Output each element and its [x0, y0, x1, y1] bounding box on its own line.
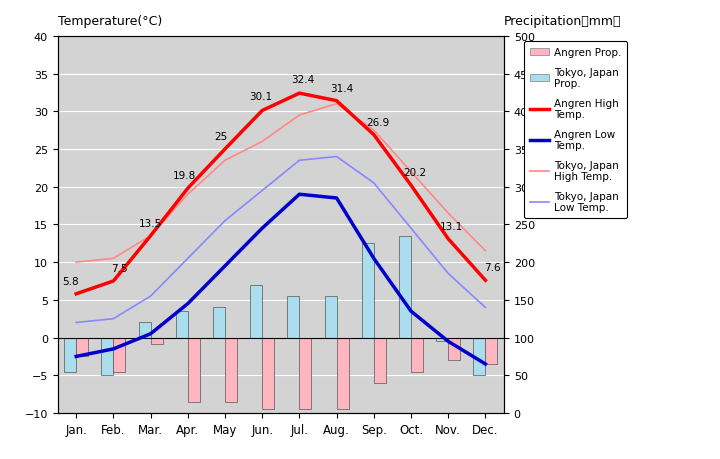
Bar	[76, 338, 88, 357]
Bar	[150, 338, 163, 344]
Text: 13.5: 13.5	[139, 218, 162, 229]
Bar	[213, 308, 225, 338]
Bar	[474, 338, 485, 375]
Bar	[411, 338, 423, 372]
Text: 7.5: 7.5	[111, 263, 127, 274]
Bar	[448, 338, 460, 360]
Bar	[188, 338, 199, 402]
Bar	[287, 297, 300, 338]
Bar	[102, 338, 113, 375]
Bar	[436, 338, 448, 341]
Text: 5.8: 5.8	[63, 276, 79, 286]
Bar	[300, 338, 311, 409]
Text: 30.1: 30.1	[249, 92, 272, 102]
Bar	[64, 338, 76, 372]
Text: 26.9: 26.9	[366, 118, 389, 128]
Bar	[176, 312, 188, 338]
Bar	[225, 338, 237, 402]
Bar	[485, 338, 498, 364]
Bar	[336, 338, 348, 409]
Text: Temperature(°C): Temperature(°C)	[58, 15, 162, 28]
Text: 31.4: 31.4	[330, 84, 354, 94]
Bar	[139, 323, 150, 338]
Bar	[399, 236, 411, 338]
Bar	[262, 338, 274, 409]
Bar	[113, 338, 125, 372]
Text: 20.2: 20.2	[403, 168, 426, 178]
Bar	[251, 285, 262, 338]
Bar	[362, 244, 374, 338]
Text: 32.4: 32.4	[292, 75, 315, 84]
Text: Precipitation（mm）: Precipitation（mm）	[504, 15, 621, 28]
Text: 13.1: 13.1	[441, 221, 464, 231]
Text: 7.6: 7.6	[485, 263, 501, 273]
Bar	[374, 338, 386, 383]
Legend: Angren Prop., Tokyo, Japan
Prop., Angren High
Temp., Angren Low
Temp., Tokyo, Ja: Angren Prop., Tokyo, Japan Prop., Angren…	[523, 42, 627, 219]
Text: 19.8: 19.8	[173, 171, 196, 181]
Bar	[325, 297, 336, 338]
Text: 25: 25	[215, 132, 228, 142]
